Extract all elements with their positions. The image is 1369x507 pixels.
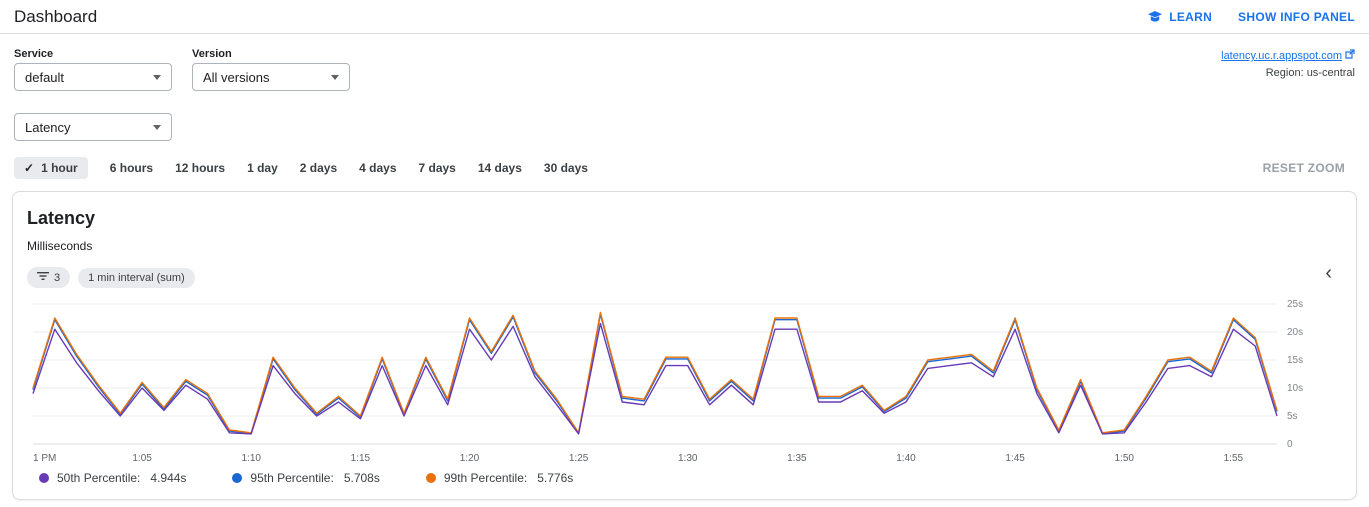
external-link-icon [1345, 48, 1355, 65]
svg-text:1:05: 1:05 [132, 453, 152, 464]
latency-card: Latency Milliseconds 3 1 min interval (s… [12, 191, 1357, 500]
svg-text:1:45: 1:45 [1005, 453, 1025, 464]
service-value: default [25, 69, 65, 85]
time-range-1-hour[interactable]: ✓ 1 hour [14, 157, 88, 179]
legend-item-99th[interactable]: 99th Percentile: 5.776s [425, 471, 574, 485]
svg-text:1 PM: 1 PM [33, 453, 56, 464]
svg-text:10s: 10s [1287, 383, 1303, 394]
time-range-label: 30 days [543, 161, 588, 175]
version-label: Version [192, 48, 232, 60]
filter-selects: Service default Version All versions [14, 48, 350, 91]
show-info-panel-label: SHOW INFO PANEL [1238, 10, 1355, 24]
time-range-label: 7 days [418, 161, 456, 175]
chart-title: Latency [27, 208, 96, 228]
filter-chip[interactable]: 3 [27, 267, 71, 288]
time-range-30-days[interactable]: 30 days [544, 161, 588, 175]
time-range-7-days[interactable]: 7 days [419, 161, 456, 175]
top-bar: Dashboard LEARN SHOW INFO PANEL [0, 0, 1369, 34]
chart-legend: 50th Percentile: 4.944s 95th Percentile:… [27, 469, 1342, 493]
chips-row: 3 1 min interval (sum) ‹ [27, 263, 1342, 288]
version-value: All versions [203, 69, 270, 85]
time-range-6-hours[interactable]: 6 hours [110, 161, 153, 175]
time-range-label: 2 days [299, 161, 338, 175]
time-range-label: 12 hours [175, 161, 226, 175]
interval-chip-label: 1 min interval (sum) [88, 271, 185, 284]
svg-text:25s: 25s [1287, 299, 1303, 310]
legend-dot-50th-icon [39, 473, 49, 483]
svg-text:1:20: 1:20 [460, 453, 480, 464]
legend-value: 5.708s [343, 471, 380, 485]
metric-value: Latency [25, 119, 71, 135]
show-info-panel-link[interactable]: SHOW INFO PANEL [1238, 10, 1355, 24]
svg-text:5s: 5s [1287, 411, 1298, 422]
svg-text:20s: 20s [1287, 327, 1303, 338]
chart-unit-label: Milliseconds [27, 239, 93, 253]
app-url-link[interactable]: latency.uc.r.appspot.com [1221, 48, 1355, 65]
svg-text:1:35: 1:35 [787, 453, 807, 464]
chevron-down-icon [153, 74, 161, 80]
legend-value: 5.776s [537, 471, 574, 485]
filter-chip-count: 3 [54, 271, 61, 284]
page-title: Dashboard [14, 7, 98, 26]
time-range-4-days[interactable]: 4 days [359, 161, 396, 175]
reset-zoom-button[interactable]: RESET ZOOM [1262, 161, 1345, 175]
legend-label: 95th Percentile: [250, 471, 334, 485]
time-range-1-day[interactable]: 1 day [247, 161, 278, 175]
chevron-left-icon[interactable]: ‹ [1325, 262, 1332, 284]
service-label: Service [14, 48, 54, 60]
svg-text:15s: 15s [1287, 355, 1303, 366]
legend-label: 50th Percentile: [57, 471, 141, 485]
service-select-group: Service default [14, 48, 172, 91]
app-region: Region: us-central [1265, 66, 1355, 79]
time-range-bar: ✓ 1 hour 6 hours 12 hours 1 day 2 days 4… [0, 141, 1369, 189]
version-select[interactable]: All versions [192, 63, 350, 91]
time-range-label: 14 days [477, 161, 522, 175]
svg-text:1:50: 1:50 [1114, 453, 1134, 464]
app-info: latency.uc.r.appspot.com Region: us-cent… [1221, 48, 1355, 81]
svg-text:1:30: 1:30 [678, 453, 698, 464]
version-select-group: Version All versions [192, 48, 350, 91]
learn-link[interactable]: LEARN [1147, 10, 1212, 24]
time-range-label: 1 day [247, 161, 278, 175]
chevron-down-icon [331, 74, 339, 80]
legend-item-50th[interactable]: 50th Percentile: 4.944s [39, 471, 186, 485]
legend-item-95th[interactable]: 95th Percentile: 5.708s [232, 471, 380, 485]
time-range-14-days[interactable]: 14 days [478, 161, 522, 175]
latency-chart[interactable]: 0 5s 10s 15s 20s 25s 1 PM 1:05 1:10 1:15 1:20 1:25 1… [27, 294, 1337, 466]
time-range-2-days[interactable]: 2 days [300, 161, 337, 175]
time-range-label: 6 hours [109, 161, 154, 175]
filters-row: Service default Version All versions lat… [0, 34, 1369, 91]
svg-text:1:25: 1:25 [569, 453, 589, 464]
time-range-label: 4 days [359, 161, 397, 175]
time-range-12-hours[interactable]: 12 hours [175, 161, 225, 175]
svg-text:1:40: 1:40 [896, 453, 916, 464]
legend-label: 99th Percentile: [443, 471, 528, 485]
svg-text:1:15: 1:15 [351, 453, 371, 464]
metric-select[interactable]: Latency [14, 113, 172, 141]
svg-text:1:55: 1:55 [1224, 453, 1244, 464]
check-icon: ✓ [24, 161, 35, 175]
metric-row: Latency [0, 91, 1369, 141]
legend-dot-95th-icon [232, 473, 243, 483]
chevron-down-icon [153, 124, 161, 130]
legend-dot-99th-icon [425, 473, 436, 483]
svg-text:1:10: 1:10 [242, 453, 262, 464]
svg-text:0: 0 [1287, 439, 1293, 450]
legend-value: 4.944s [150, 471, 187, 485]
interval-chip[interactable]: 1 min interval (sum) [78, 267, 195, 288]
filter-icon [37, 271, 49, 284]
learn-label: LEARN [1169, 10, 1213, 24]
learn-icon [1147, 10, 1163, 24]
app-url-text: latency.uc.r.appspot.com [1221, 50, 1342, 62]
time-range-label: 1 hour [41, 161, 78, 175]
service-select[interactable]: default [14, 63, 172, 91]
topbar-actions: LEARN SHOW INFO PANEL [1147, 10, 1355, 24]
chart-area: 0 5s 10s 15s 20s 25s 1 PM 1:05 1:10 1:15 1:20 1:25 1… [27, 294, 1342, 469]
